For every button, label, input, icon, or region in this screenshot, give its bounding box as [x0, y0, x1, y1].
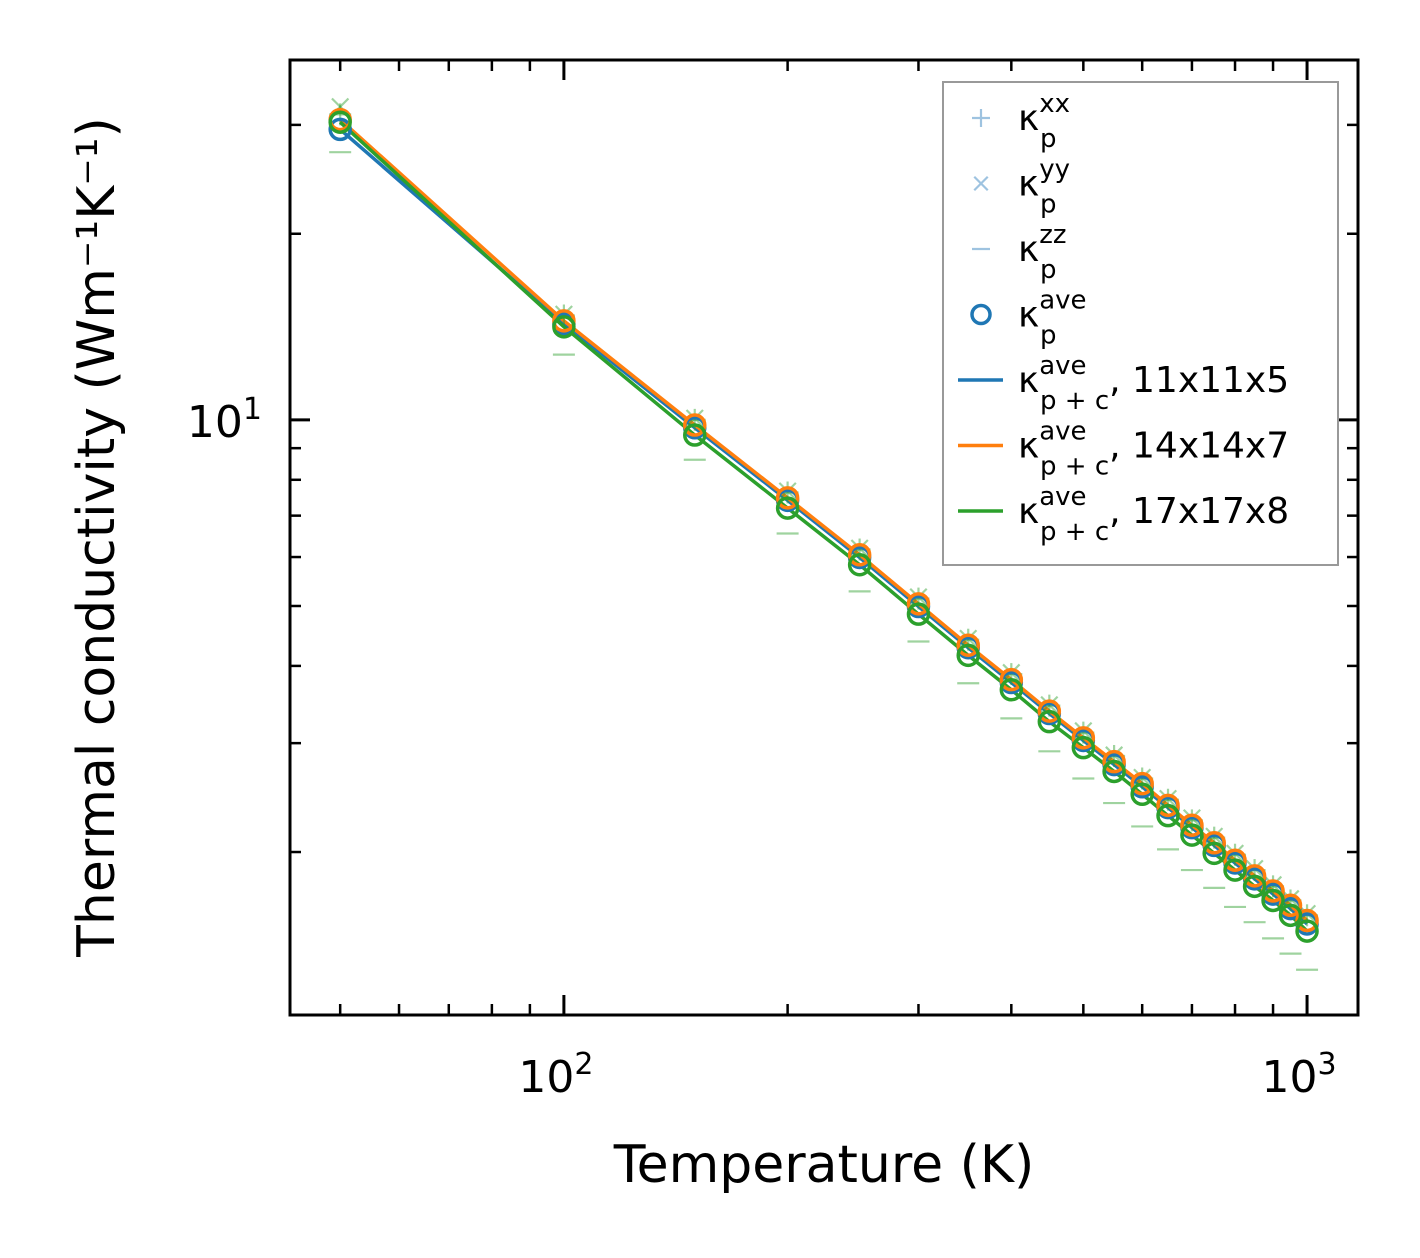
legend-subscript: p + c — [1040, 452, 1109, 482]
x-tick-label: 102 — [518, 1047, 593, 1103]
legend-superscript: yy — [1039, 155, 1070, 185]
legend-entry: κave p + c, 17x17x8 — [958, 482, 1289, 547]
x-tick-exponent: 2 — [574, 1047, 593, 1082]
legend-kappa: κ — [1018, 360, 1039, 401]
data-point-circle — [1156, 803, 1180, 828]
legend-superscript: ave — [1039, 482, 1086, 512]
legend-marker-x-b — [973, 175, 989, 192]
legend-superscript: ave — [1039, 286, 1086, 316]
legend-label: κave p + c, 11x11x5 — [1018, 351, 1289, 416]
data-point-circle — [683, 413, 707, 437]
legend-kappa: κ — [1018, 98, 1039, 139]
legend-superscript: ave — [1039, 351, 1086, 381]
legend-marker-circle — [970, 303, 992, 326]
legend-subscript: p + c — [1040, 517, 1109, 547]
legend-subscript: p — [1040, 124, 1057, 154]
legend-superscript: ave — [1039, 417, 1086, 447]
legend-subscript: p + c — [1040, 386, 1109, 416]
legend-kappa: κ — [1018, 295, 1039, 336]
legend-label: κyy p — [1018, 155, 1070, 220]
data-point-circle — [775, 496, 800, 520]
legend-entry: κxx p — [972, 89, 1070, 154]
data-point-circle — [775, 486, 800, 510]
data-point-circle — [999, 678, 1024, 702]
legend-kappa: κ — [1018, 164, 1039, 205]
legend-label: κzz p — [1018, 220, 1067, 285]
data-point-circle — [1156, 793, 1180, 818]
series-kpc_ave_14x14x7 — [339, 118, 1309, 922]
legend-entry: κzz p — [972, 220, 1067, 285]
legend-suffix: , 11x11x5 — [1109, 360, 1289, 401]
data-point-circle — [1278, 903, 1303, 928]
data-point-circle — [1180, 823, 1204, 847]
data-point-circle — [1202, 841, 1226, 866]
data-point-circle — [999, 667, 1024, 692]
legend-subscript: p — [1040, 190, 1057, 220]
legend-kappa: κ — [1018, 426, 1039, 467]
data-point-circle — [1037, 699, 1062, 723]
data-point-circle — [847, 553, 872, 577]
data-point-circle — [1130, 782, 1154, 807]
legend-label: κave p + c, 14x14x7 — [1018, 417, 1289, 482]
data-point-circle — [1102, 749, 1126, 774]
data-point-circle — [683, 423, 707, 447]
legend-entry: κave p + c, 14x14x7 — [958, 417, 1289, 482]
x-tick-exponent: 3 — [1318, 1047, 1337, 1082]
data-point-circle — [1223, 848, 1247, 872]
y-tick-base: 10 — [187, 397, 243, 448]
data-point-circle — [1102, 759, 1126, 784]
x-tick-base: 10 — [1262, 1052, 1318, 1103]
data-point-circle — [1295, 919, 1319, 943]
data-point-circle — [1223, 858, 1247, 882]
legend-suffix: , 17x17x8 — [1109, 491, 1289, 532]
legend-superscript: zz — [1039, 220, 1066, 250]
data-point-circle — [1071, 726, 1096, 750]
legend-suffix: , 14x14x7 — [1109, 426, 1289, 467]
legend-box — [942, 81, 1339, 566]
data-point-circle — [956, 643, 980, 668]
y-tick-label: 101 — [187, 392, 262, 448]
data-point-circle — [552, 315, 576, 339]
legend-kappa: κ — [1018, 491, 1039, 532]
series-kp_zz — [329, 151, 1319, 971]
data-point-circle — [956, 633, 980, 657]
legend-superscript: xx — [1039, 89, 1070, 119]
data-point-circle — [1242, 874, 1267, 899]
axis-ticks — [290, 60, 1358, 1015]
data-point-circle — [847, 543, 872, 567]
data-point-circle — [906, 602, 931, 626]
legend-entry: κave p + c, 11x11x5 — [958, 351, 1289, 416]
data-point-circle — [328, 110, 352, 134]
plot-marks — [328, 97, 1319, 971]
series-line — [339, 118, 1309, 922]
data-point-circle — [1180, 813, 1204, 837]
legend-entry: κyy p — [973, 155, 1070, 220]
data-point-circle — [1037, 709, 1062, 734]
data-point-circle — [328, 117, 352, 142]
legend-entry: κave p — [970, 286, 1087, 351]
x-tick-base: 10 — [518, 1052, 574, 1103]
legend-label: κxx p — [1018, 89, 1070, 154]
legend-subscript: p — [1040, 255, 1057, 285]
y-axis-label: Thermal conductivity (Wm⁻¹K⁻¹) — [67, 117, 127, 958]
x-axis-label: Temperature (K) — [613, 1135, 1035, 1195]
data-point-circle — [1071, 735, 1096, 760]
legend-kappa: κ — [1018, 229, 1039, 270]
data-point-circle — [1130, 771, 1154, 796]
data-point-circle — [906, 592, 931, 616]
legend-subscript: p — [1040, 321, 1057, 351]
x-tick-label: 103 — [1262, 1047, 1337, 1103]
data-point-circle — [1202, 831, 1226, 855]
legend-label: κave p — [1018, 286, 1087, 351]
legend-label: κave p + c, 17x17x8 — [1018, 482, 1289, 547]
markers-kpc_ave_17x17x8 — [328, 110, 1319, 943]
plot-frame — [288, 58, 1360, 1017]
data-point-circle — [1261, 888, 1285, 913]
y-tick-exponent: 1 — [243, 392, 262, 427]
